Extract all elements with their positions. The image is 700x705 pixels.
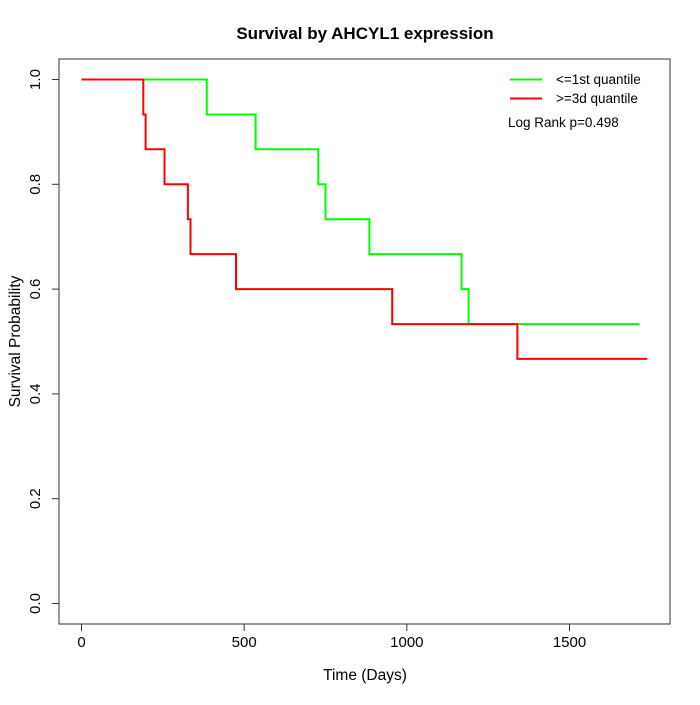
x-axis-ticks: 0 500 1000 1500 <box>77 624 586 651</box>
y-tick-label: 0.4 <box>27 383 44 404</box>
x-tick-label: 1000 <box>390 634 423 651</box>
y-tick-label: 1.0 <box>27 69 44 90</box>
survival-curve-green <box>81 78 640 326</box>
y-tick-label: 0.6 <box>27 279 44 300</box>
x-tick-label: 500 <box>232 634 257 651</box>
chart-title: Survival by AHCYL1 expression <box>236 24 493 43</box>
y-axis-ticks: 0.0 0.2 0.4 0.6 0.8 1.0 <box>27 69 59 614</box>
y-tick-label: 0.2 <box>27 488 44 509</box>
x-tick-label: 1500 <box>553 634 586 651</box>
x-axis-label: Time (Days) <box>323 667 407 684</box>
legend-label-third-quantile: >=3d quantile <box>556 91 638 106</box>
y-tick-label: 0.0 <box>27 593 44 614</box>
logrank-annotation: Log Rank p=0.498 <box>508 115 619 130</box>
survival-curves <box>81 78 648 360</box>
plot-box <box>58 58 671 625</box>
legend-label-first-quantile: <=1st quantile <box>556 72 641 87</box>
legend: <=1st quantile >=3d quantile Log Rank p=… <box>508 72 641 130</box>
y-tick-label: 0.8 <box>27 174 44 195</box>
y-axis-label: Survival Probability <box>7 275 24 407</box>
x-tick-label: 0 <box>77 634 85 651</box>
survival-curve-red <box>81 78 648 360</box>
